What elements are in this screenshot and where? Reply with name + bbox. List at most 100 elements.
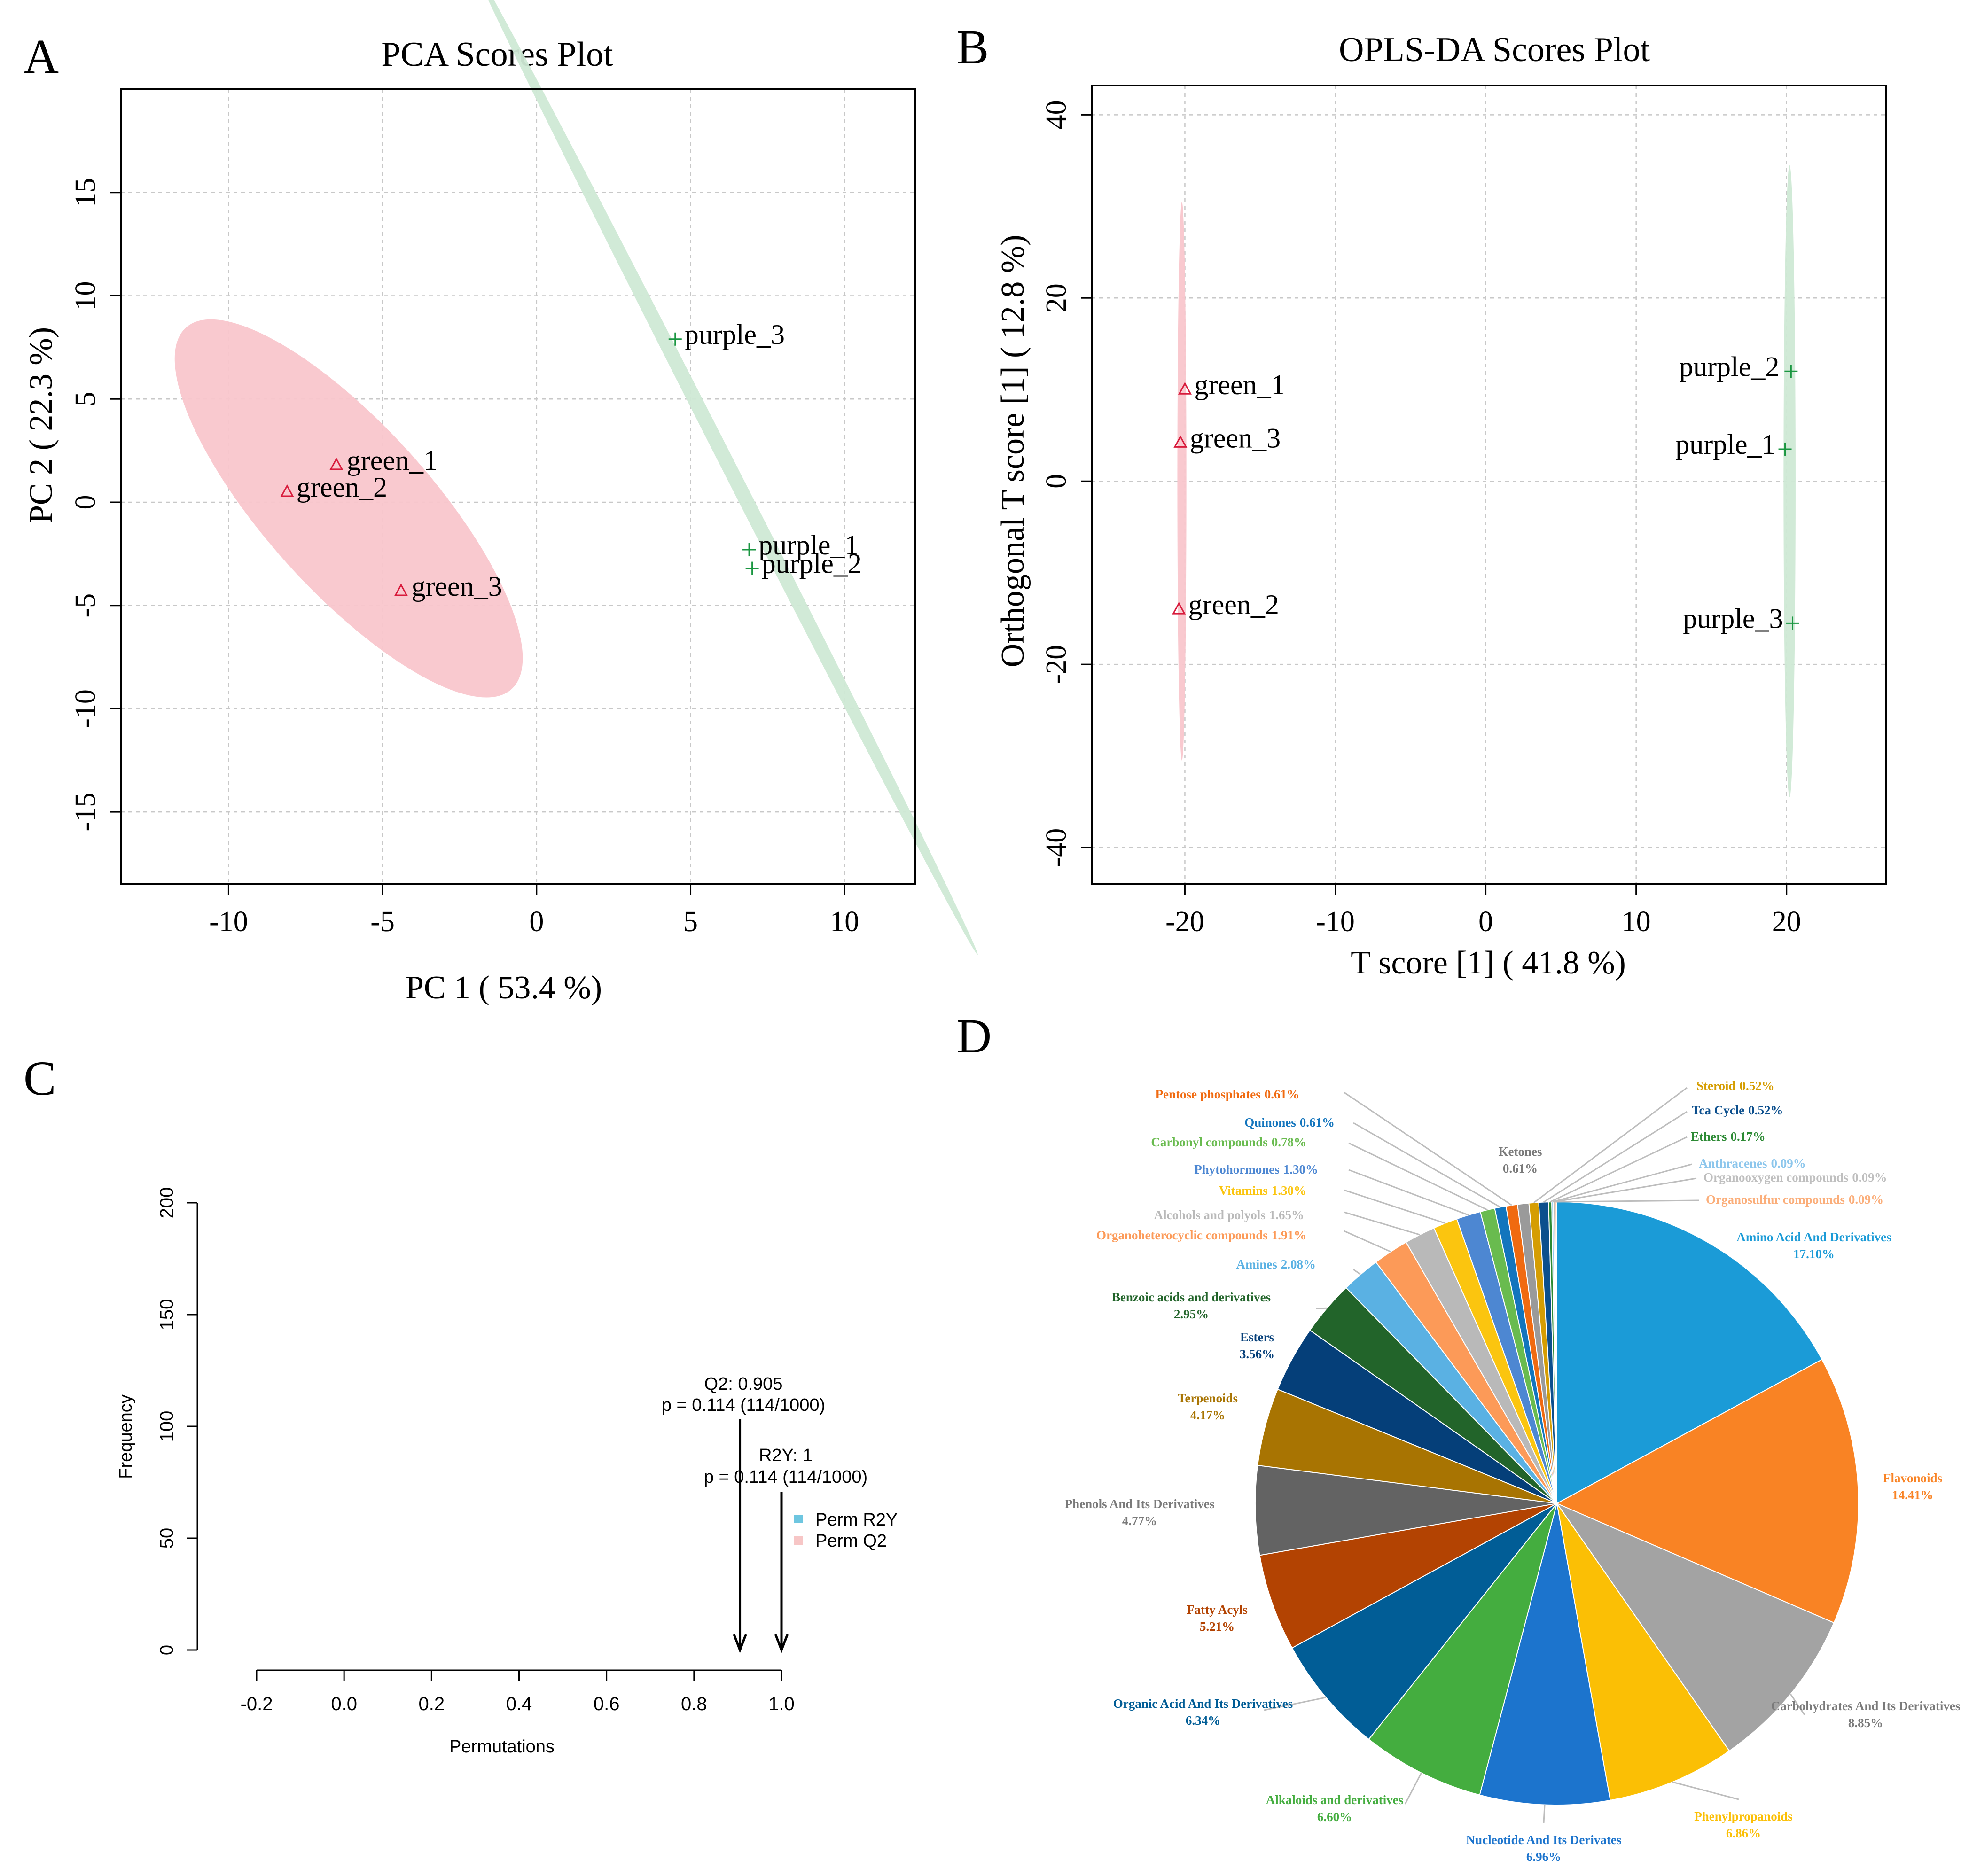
- y-tick-label: -10: [70, 689, 102, 728]
- pie-label: Organosulfur compounds 0.09%: [1706, 1192, 1883, 1207]
- pie-slice: [1291, 1503, 1557, 1740]
- pie-label-value: 1.65%: [1269, 1208, 1304, 1222]
- pie-label-value: 6.86%: [1726, 1826, 1761, 1840]
- pie-label-name: Amino Acid And Derivatives: [1736, 1230, 1891, 1244]
- pie-label-name: Carbonyl compounds: [1151, 1135, 1267, 1149]
- pie-label-name: Quinones: [1244, 1115, 1296, 1129]
- pie-label-value: 0.09%: [1852, 1170, 1887, 1184]
- pie-leader-line: [1353, 1269, 1361, 1275]
- pie-leader-line: [1344, 1211, 1420, 1236]
- pie-label-value: 0.09%: [1771, 1156, 1805, 1170]
- y-tick-label: 20: [1040, 283, 1072, 312]
- point-label-green_2: green_2: [297, 472, 387, 503]
- pca-grid: [121, 89, 915, 884]
- pie-label-name: Amines: [1236, 1257, 1277, 1271]
- pie-label-value: 1.30%: [1272, 1183, 1306, 1198]
- pie-label-value: 0.17%: [1731, 1129, 1766, 1144]
- pca-x-axis: -10 -5 0 5 10: [209, 884, 859, 938]
- r2y-value-label: R2Y: 1: [759, 1446, 813, 1465]
- perm-y-axis: 200 150 100 50 0: [156, 1187, 197, 1655]
- pie-label-value: 4.77%: [1122, 1514, 1157, 1528]
- point-marker-green_1: [1178, 382, 1192, 395]
- pie-label-name: Esters: [1240, 1330, 1274, 1344]
- point-marker-green_3: [1173, 435, 1188, 448]
- pie-label-name: Alcohols and polyols: [1154, 1208, 1266, 1222]
- pie-leader-line: [1533, 1087, 1688, 1204]
- pie-label-value: 2.95%: [1174, 1307, 1209, 1321]
- pie-label: Pentose phosphates 0.61%: [1155, 1087, 1299, 1101]
- pie-leader-line: [1556, 1199, 1699, 1203]
- perm-y-tick-label: 150: [156, 1299, 177, 1331]
- x-tick-label: 0: [529, 906, 544, 938]
- pie-label-name: Pentose phosphates: [1155, 1087, 1260, 1101]
- y-tick-label: -40: [1040, 828, 1072, 867]
- point-label-purple_2: purple_2: [1679, 351, 1779, 382]
- pie-leader-line: [1348, 1142, 1488, 1211]
- pie-label: Quinones 0.61%: [1244, 1115, 1335, 1129]
- pie-label-name: Organosulfur compounds: [1706, 1192, 1845, 1207]
- pie-label-value: 6.60%: [1317, 1810, 1352, 1824]
- pie-label-name: Vitamins: [1219, 1183, 1268, 1198]
- y-tick-label: -5: [70, 593, 102, 618]
- green-group-ellipse: [1177, 202, 1187, 761]
- legend-label-perm-r2y: Perm R2Y: [815, 1510, 898, 1530]
- pie-slice: [1479, 1503, 1611, 1806]
- x-tick-label: -20: [1165, 906, 1204, 938]
- point-label-green_1: green_1: [1194, 369, 1285, 400]
- perm-x-axis-label: Permutations: [449, 1737, 555, 1757]
- x-tick-label: 5: [683, 906, 698, 938]
- point-marker-green_3: [394, 583, 408, 596]
- pca-y-axis-label: PC 2 ( 22.3 %): [23, 327, 59, 523]
- oplsda-y-axis-label: Orthogonal T score [1] ( 12.8 %): [995, 235, 1031, 668]
- pie-leader-line: [1554, 1177, 1697, 1203]
- perm-x-tick-label: 0.8: [681, 1694, 707, 1714]
- pie-slices: [1255, 1201, 1859, 1806]
- perm-y-tick-label: 50: [156, 1528, 177, 1549]
- point-label-green_2: green_2: [1188, 589, 1279, 620]
- perm-x-tick-label: 0.4: [506, 1694, 532, 1714]
- y-tick-label: 0: [70, 495, 102, 509]
- pie-label-name: Organic Acid And Its Derivatives: [1113, 1697, 1293, 1711]
- pie-label-name: Alkaloids and derivatives: [1266, 1793, 1404, 1807]
- pie-leader-line: [1543, 1805, 1546, 1823]
- legend-swatch-perm-r2y: [794, 1515, 803, 1523]
- x-tick-label: -10: [209, 906, 248, 938]
- oplsda-title: OPLS-DA Scores Plot: [1339, 31, 1650, 69]
- panel-letter-c: C: [23, 1051, 56, 1105]
- pie-label-value: 1.91%: [1272, 1228, 1306, 1242]
- point-label-purple_1: purple_1: [758, 529, 859, 560]
- pie-label-value: 6.96%: [1526, 1850, 1561, 1864]
- y-tick-label: 5: [70, 392, 102, 406]
- pie-label: Steroid 0.52%: [1696, 1079, 1774, 1093]
- pie-label-name: Benzoic acids and derivatives: [1112, 1290, 1271, 1304]
- pie-label-name: Phenols And Its Derivatives: [1065, 1497, 1215, 1511]
- x-tick-label: 20: [1772, 906, 1801, 938]
- x-tick-label: 0: [1478, 906, 1493, 938]
- pie-label-name: Flavonoids: [1883, 1471, 1942, 1485]
- pie-label-value: 0.61%: [1503, 1161, 1538, 1175]
- pca-title: PCA Scores Plot: [381, 35, 613, 74]
- pca-x-axis-label: PC 1 ( 53.4 %): [406, 970, 602, 1006]
- point-label-green_3: green_3: [411, 571, 502, 602]
- r2y-arrow: [774, 1492, 789, 1654]
- point-label-purple_2: purple_2: [762, 548, 862, 579]
- perm-y-tick-label: 100: [156, 1411, 177, 1442]
- pie-leader-line: [1344, 1091, 1512, 1206]
- purple-group-ellipse: [474, 0, 978, 955]
- green-group-ellipse: [174, 319, 523, 698]
- perm-x-tick-label: -0.2: [241, 1694, 273, 1714]
- panel-letter-a: A: [23, 30, 59, 84]
- point-marker-purple_3: [668, 332, 682, 346]
- pie-label-value: 5.21%: [1200, 1619, 1235, 1634]
- pie-label: Carbonyl compounds 0.78%: [1151, 1135, 1306, 1149]
- pie-leader-line: [1543, 1111, 1688, 1203]
- y-tick-label: -20: [1040, 645, 1072, 684]
- y-tick-label: 40: [1040, 100, 1072, 129]
- pie-label-name: Tca Cycle: [1692, 1103, 1744, 1117]
- perm-y-tick-label: 200: [156, 1187, 177, 1219]
- point-marker-purple_1: [1778, 442, 1792, 456]
- pie-label-value: 3.56%: [1240, 1347, 1274, 1361]
- pie-label: Organooxygen compounds 0.09%: [1703, 1170, 1887, 1184]
- pie-slice: [1556, 1201, 1823, 1504]
